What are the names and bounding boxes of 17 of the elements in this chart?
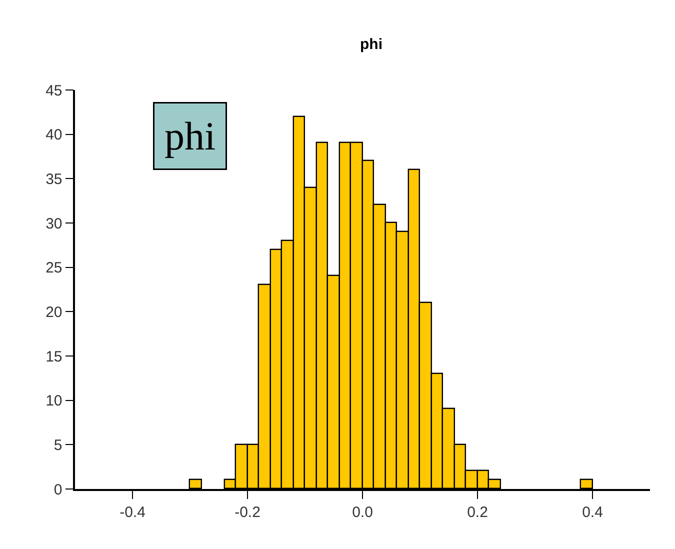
x-tick-label: 0.2 <box>467 504 488 521</box>
y-tick-label: 35 <box>46 170 62 188</box>
x-tick-label: -0.4 <box>120 504 146 521</box>
y-tick-label: 0 <box>54 481 62 498</box>
y-tick-label: 15 <box>46 348 62 366</box>
annotation: phi <box>164 114 216 158</box>
y-tick-label: 10 <box>46 392 62 410</box>
y-tick-label: 45 <box>46 82 62 100</box>
y-tick-label: 30 <box>46 215 62 232</box>
chart-title: phi <box>360 36 382 53</box>
x-tick-label: 0.4 <box>582 504 603 521</box>
y-tick-label: 40 <box>46 126 62 144</box>
y-tick-label: 20 <box>46 304 62 321</box>
y-tick-label: 5 <box>54 436 62 454</box>
y-tick-label: 25 <box>46 260 62 277</box>
x-tick-label: -0.2 <box>234 504 260 521</box>
x-tick-label: 0.0 <box>352 504 373 521</box>
